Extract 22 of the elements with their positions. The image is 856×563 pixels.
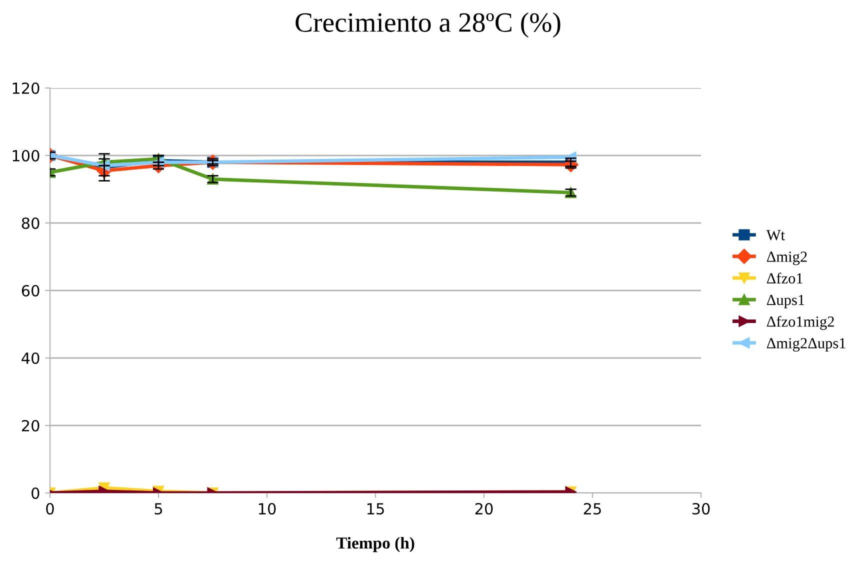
x-tick-label: 20 — [475, 502, 493, 515]
legend-label: Δmig2 — [766, 252, 807, 266]
y-tick-label: 80 — [22, 217, 40, 230]
y-tick-label: 20 — [22, 420, 40, 432]
chart-title: Crecimiento a 28ºC (%) — [296, 12, 560, 38]
legend-label: Δfzo1 — [766, 272, 802, 284]
y-tick-label: 60 — [22, 284, 40, 297]
y-tick-label: 0 — [32, 487, 40, 500]
legend-label: Δups1 — [766, 294, 804, 308]
x-tick-label: 0 — [46, 502, 54, 515]
x-tick-label: 25 — [584, 502, 601, 515]
x-tick-label: 15 — [367, 503, 384, 515]
y-tick-label: 120 — [12, 82, 40, 94]
legend-label: Wt — [766, 230, 785, 240]
x-tick-label: 5 — [154, 503, 162, 515]
legend-label: Δfzo1mig2 — [766, 316, 834, 330]
legend-label: Δmig2Δups1 — [766, 338, 846, 352]
x-tick-label: 10 — [258, 502, 276, 515]
x-tick-label: 30 — [692, 502, 710, 515]
y-tick-label: 100 — [12, 150, 40, 162]
x-axis-title: Tiempo (h) — [336, 536, 414, 552]
y-tick-label: 40 — [22, 352, 40, 364]
